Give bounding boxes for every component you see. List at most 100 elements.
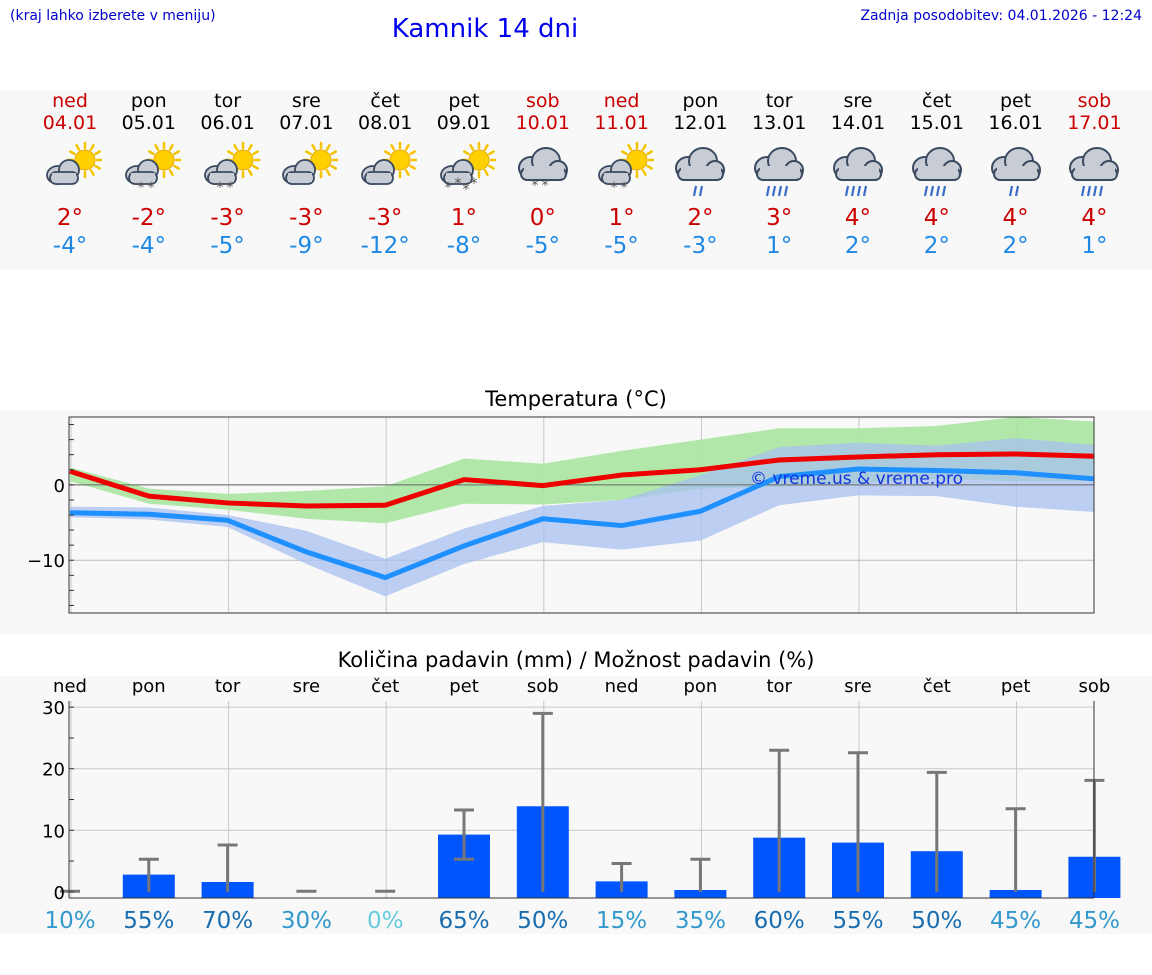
weather-icon-wrap <box>818 134 898 204</box>
cloud-rain-icon <box>990 147 1041 197</box>
sun-ray <box>89 144 95 151</box>
day-date: 13.01 <box>751 112 807 134</box>
sun-ray <box>251 164 259 170</box>
sun-ray <box>620 150 628 156</box>
sun-cloud-icon <box>282 141 339 185</box>
day-name: ned <box>52 90 88 112</box>
day-column: tor 13.01 3° 1° <box>739 90 819 260</box>
temp-max: 4° <box>1081 205 1108 231</box>
cloud <box>911 147 962 181</box>
day-date: 11.01 <box>594 112 649 134</box>
day-label: sre <box>293 676 320 697</box>
weather-icon-wrap <box>976 134 1056 204</box>
temperature-chart-title: Temperatura (°C) <box>485 387 667 411</box>
sun-ray <box>390 144 396 151</box>
cloud <box>361 159 396 185</box>
rain-drop <box>784 185 789 197</box>
precipitation-chart-title: Količina padavin (mm) / Možnost padavin … <box>337 648 815 672</box>
temp-min: 1° <box>1081 233 1108 259</box>
sun-cloud-heavy-snow-icon: * * * * <box>440 141 496 198</box>
temp-min: -5° <box>525 233 561 259</box>
sun-ray <box>645 164 653 170</box>
day-date: 12.01 <box>673 112 728 134</box>
sun-ray <box>168 169 174 176</box>
temp-max: 0° <box>529 205 556 231</box>
temp-min: 2° <box>923 233 950 259</box>
max-temp-line <box>69 451 1095 509</box>
day-date: 17.01 <box>1067 112 1122 134</box>
day-label: pet <box>449 676 479 697</box>
weather-icon-wrap: * * <box>188 134 268 204</box>
rain-drop <box>1081 185 1086 197</box>
weather-icon-wrap <box>897 134 977 204</box>
temp-min: -3° <box>683 233 718 259</box>
min-temp-line <box>69 466 1095 581</box>
sun-ray <box>232 144 238 151</box>
day-column: sre 07.01 -3° -9° <box>266 90 346 260</box>
day-name: pon <box>130 90 167 112</box>
rain-drop <box>1099 185 1104 197</box>
day-name: čet <box>922 90 952 112</box>
sun-ray <box>326 169 332 176</box>
day-column: tor 06.01 * * -3° -5° <box>188 90 268 260</box>
sun-ray <box>409 164 417 170</box>
day-label: pon <box>683 676 717 697</box>
temp-min: -9° <box>289 233 324 259</box>
sun <box>310 149 332 171</box>
cloud <box>124 159 159 185</box>
snowflake: * <box>137 180 144 196</box>
weather-icon-wrap: * * * * <box>424 134 504 204</box>
chance-label: 50% <box>517 908 568 934</box>
day-column: pon 05.01 * * -2° -4° <box>109 90 189 260</box>
day-name: sob <box>526 90 560 112</box>
day-column: čet 15.01 4° 2° <box>897 90 977 260</box>
rain-drop <box>862 185 868 197</box>
rain-drop <box>1008 185 1013 197</box>
sun-ray <box>483 144 489 151</box>
chance-label: 10% <box>44 908 95 934</box>
sun <box>232 149 254 171</box>
sun-ray <box>247 169 253 176</box>
temp-max: 4° <box>844 205 872 231</box>
temp-max: 3° <box>766 205 793 231</box>
cloud-heavy-rain-icon <box>1069 147 1120 197</box>
day-name: čet <box>370 90 400 112</box>
sun-ray <box>154 144 160 151</box>
sun-ray <box>94 164 101 170</box>
snowflake: * <box>531 178 538 194</box>
cloud-heavy-rain-icon <box>911 147 962 197</box>
day-date: 14.01 <box>830 112 886 134</box>
last-updated: Zadnja posodobitev: 04.01.2026 - 12:24 <box>860 8 1142 24</box>
temp-min: -4° <box>131 233 167 259</box>
sun-cloud-icon <box>46 141 102 185</box>
precip-bar <box>674 889 727 898</box>
sun <box>389 149 411 171</box>
day-label: sob <box>527 676 559 697</box>
day-date: 05.01 <box>121 112 176 134</box>
day-label: pon <box>132 676 166 697</box>
sun <box>153 149 175 171</box>
weather-icon-wrap <box>660 134 740 204</box>
cloud <box>833 147 883 181</box>
day-name: pon <box>682 90 719 112</box>
temp-min: -8° <box>446 233 482 259</box>
sun-ray <box>94 150 101 156</box>
temp-max: 4° <box>1002 205 1029 231</box>
rain-drop <box>693 185 698 197</box>
day-label: ned <box>53 676 87 697</box>
sun-ray <box>226 150 234 156</box>
sun-ray <box>641 169 647 176</box>
cloud <box>46 159 80 185</box>
chance-label: 65% <box>438 908 489 934</box>
cloud <box>754 147 805 181</box>
snowflake: * <box>471 176 478 192</box>
rain-drop <box>850 185 856 197</box>
sun-ray <box>463 150 470 156</box>
day-date: 07.01 <box>279 112 334 134</box>
day-label: čet <box>923 676 951 697</box>
sun <box>626 149 648 171</box>
sun-ray <box>645 150 653 156</box>
cloud <box>675 147 726 181</box>
day-date: 06.01 <box>200 112 255 134</box>
temp-max: 1° <box>608 205 635 231</box>
